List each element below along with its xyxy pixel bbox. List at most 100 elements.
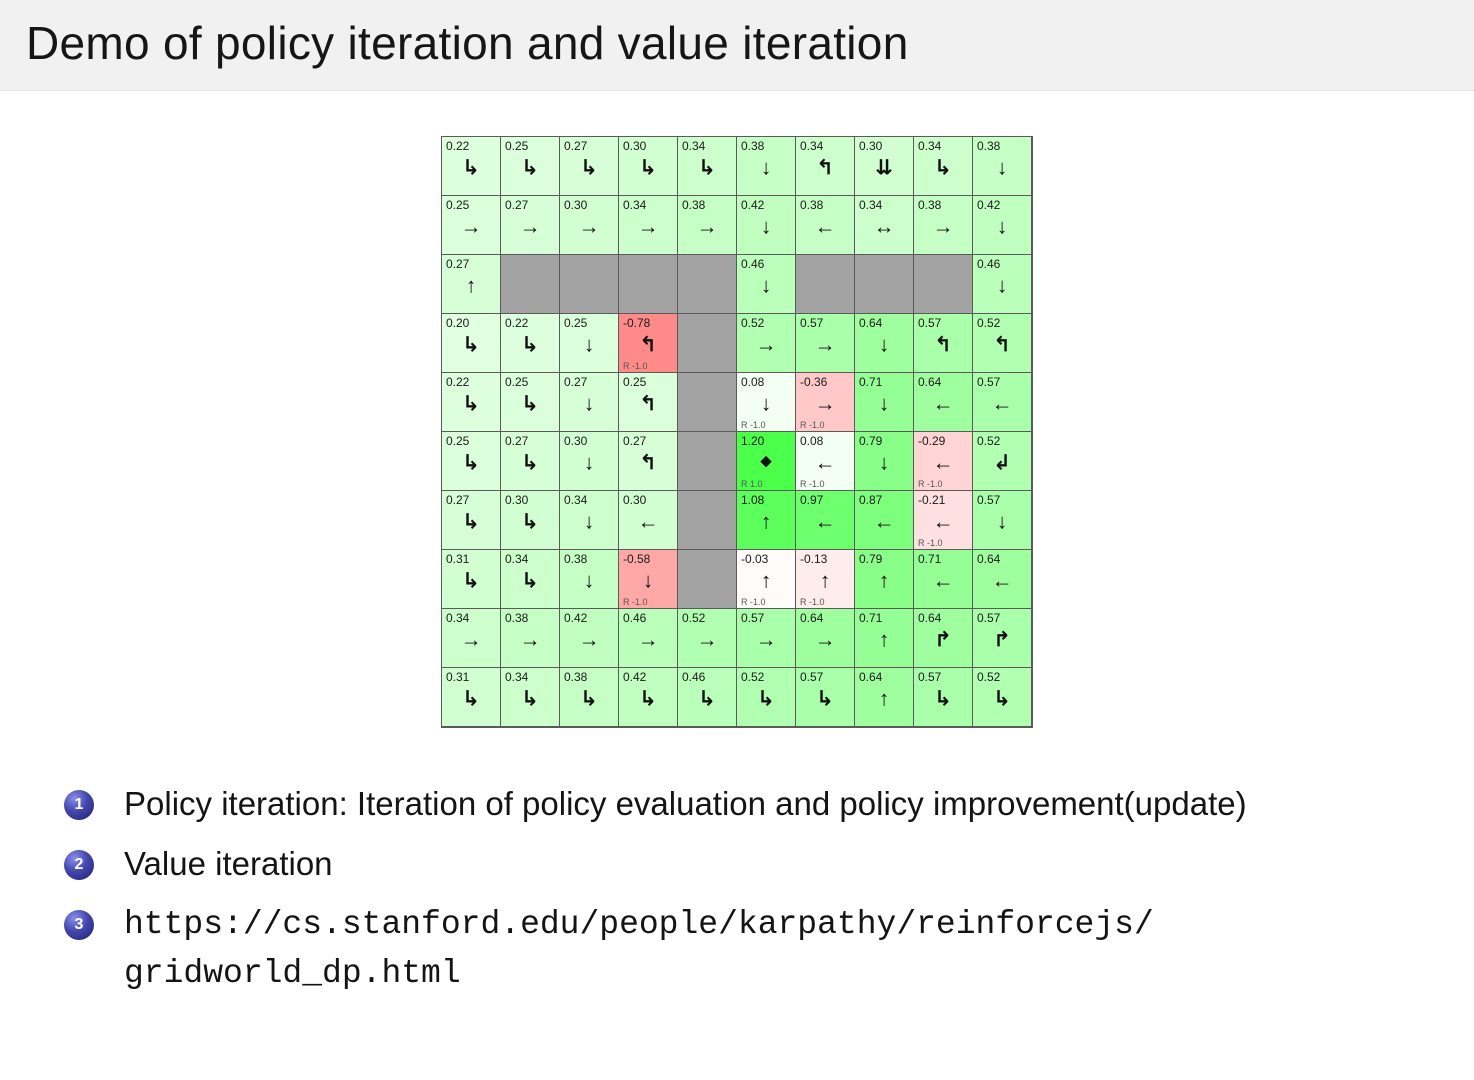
cell-value: -0.21 [918, 493, 946, 507]
cell-value: -0.78 [623, 316, 651, 330]
grid-cell: 0.08 ← R -1.0 [796, 432, 855, 491]
grid-cell: 0.25 ↓ [560, 314, 619, 373]
grid-cell: 0.27 → [501, 196, 560, 255]
grid-cell: 0.64 ← [973, 550, 1032, 609]
grid-cell: 0.64 ↓ [855, 314, 914, 373]
grid-cell: 0.25 ↰ [619, 373, 678, 432]
policy-arrow-icon: ← [932, 569, 954, 593]
grid-cell: 0.25 ↳ [442, 432, 501, 491]
grid-cell: 1.08 ↑ [737, 491, 796, 550]
cell-value: 0.57 [918, 670, 942, 684]
policy-arrow-icon: ← [932, 510, 954, 534]
policy-arrow-icon: ↑ [819, 569, 831, 593]
cell-value: 0.38 [977, 139, 1001, 153]
gridworld: 0.22 ↳ 0.25 ↳ 0.27 ↳ 0.30 ↳ 0.34 ↳ 0.38 ↓ 0.34 ↰ 0.30 ⇊… [441, 136, 1033, 728]
cell-reward-label: R -1.0 [741, 420, 766, 430]
cell-reward-label: R -1.0 [623, 361, 648, 371]
grid-cell: 0.27 ↑ [442, 255, 501, 314]
wall-cell [678, 432, 737, 491]
grid-cell: -0.78 ↰ R -1.0 [619, 314, 678, 373]
policy-arrow-icon: ↓ [996, 274, 1008, 298]
policy-arrow-icon: ↰ [816, 156, 834, 180]
grid-cell: 0.31 ↳ [442, 550, 501, 609]
cell-value: 0.38 [564, 670, 588, 684]
cell-value: 0.57 [800, 670, 824, 684]
grid-cell: 0.64 → [796, 609, 855, 668]
policy-arrow-icon: ↳ [462, 510, 480, 534]
grid-cell: 0.46 ↳ [678, 668, 737, 727]
policy-arrow-icon: ↳ [816, 687, 834, 711]
policy-arrow-icon: → [460, 215, 482, 239]
policy-arrow-icon: → [519, 628, 541, 652]
cell-reward-label: R -1.0 [741, 597, 766, 607]
cell-value: 0.34 [505, 670, 529, 684]
grid-cell: 0.52 ↳ [973, 668, 1032, 727]
grid-cell: 0.57 ↓ [973, 491, 1032, 550]
policy-arrow-icon: ↑ [878, 628, 890, 652]
grid-cell: 0.57 → [737, 609, 796, 668]
policy-arrow-icon: ↓ [760, 274, 772, 298]
grid-cell: 0.57 ↰ [914, 314, 973, 373]
grid-cell: 0.08 ↓ R -1.0 [737, 373, 796, 432]
bullet-item: 3 https://cs.stanford.edu/people/karpathy… [64, 900, 1474, 999]
goal-marker-icon: ◆ [760, 452, 772, 470]
grid-cell: 0.27 ↳ [501, 432, 560, 491]
policy-arrow-icon: → [637, 215, 659, 239]
cell-value: 0.25 [564, 316, 588, 330]
cell-value: 0.27 [505, 198, 529, 212]
bullet-text: Policy iteration: Iteration of policy ev… [124, 785, 1247, 822]
wall-cell [678, 491, 737, 550]
policy-arrow-icon: ↓ [583, 451, 595, 475]
wall-cell [914, 255, 973, 314]
policy-arrow-icon: ↓ [760, 215, 772, 239]
cell-value: 0.31 [446, 670, 470, 684]
grid-cell: 0.27 ↳ [560, 137, 619, 196]
policy-arrow-icon: ← [814, 451, 836, 475]
policy-arrow-icon: ↰ [639, 451, 657, 475]
grid-cell: 0.27 ↓ [560, 373, 619, 432]
policy-arrow-icon: ↳ [698, 687, 716, 711]
grid-cell: -0.36 → R -1.0 [796, 373, 855, 432]
policy-arrow-icon: → [578, 215, 600, 239]
grid-cell: 0.57 ↳ [796, 668, 855, 727]
cell-value: 0.64 [800, 611, 824, 625]
policy-arrow-icon: ← [814, 215, 836, 239]
cell-value: 0.25 [505, 375, 529, 389]
cell-value: 1.08 [741, 493, 765, 507]
bullet-url-text: https://cs.stanford.edu/people/karpathy/… [124, 905, 1154, 993]
policy-arrow-icon: → [755, 628, 777, 652]
policy-arrow-icon: ↰ [639, 333, 657, 357]
policy-arrow-icon: → [755, 333, 777, 357]
wall-cell [678, 373, 737, 432]
cell-value: 0.27 [446, 493, 470, 507]
grid-cell: 0.71 ← [914, 550, 973, 609]
policy-arrow-icon: ← [991, 392, 1013, 416]
cell-value: -0.13 [800, 552, 828, 566]
cell-value: 0.52 [977, 316, 1001, 330]
grid-cell: 0.25 → [442, 196, 501, 255]
cell-value: 0.25 [446, 434, 470, 448]
grid-cell: 0.87 ← [855, 491, 914, 550]
grid-cell: 0.25 ↳ [501, 373, 560, 432]
grid-cell: 0.30 ↓ [560, 432, 619, 491]
cell-value: 0.27 [564, 139, 588, 153]
wall-cell [678, 255, 737, 314]
policy-arrow-icon: ↑ [878, 569, 890, 593]
cell-value: 0.38 [505, 611, 529, 625]
wall-cell [678, 314, 737, 373]
grid-cell: 0.57 ← [973, 373, 1032, 432]
wall-cell [678, 550, 737, 609]
cell-value: 0.52 [977, 670, 1001, 684]
grid-cell: 0.34 ↳ [501, 668, 560, 727]
cell-value: 0.22 [446, 375, 470, 389]
cell-value: 0.64 [918, 375, 942, 389]
bullet-number-badge: 1 [64, 790, 94, 820]
wall-cell [796, 255, 855, 314]
wall-cell [855, 255, 914, 314]
cell-value: 0.52 [682, 611, 706, 625]
grid-cell: 0.22 ↳ [442, 373, 501, 432]
policy-arrow-icon: → [814, 333, 836, 357]
cell-value: 0.34 [800, 139, 824, 153]
policy-arrow-icon: ↳ [462, 333, 480, 357]
grid-cell: 0.34 ↓ [560, 491, 619, 550]
